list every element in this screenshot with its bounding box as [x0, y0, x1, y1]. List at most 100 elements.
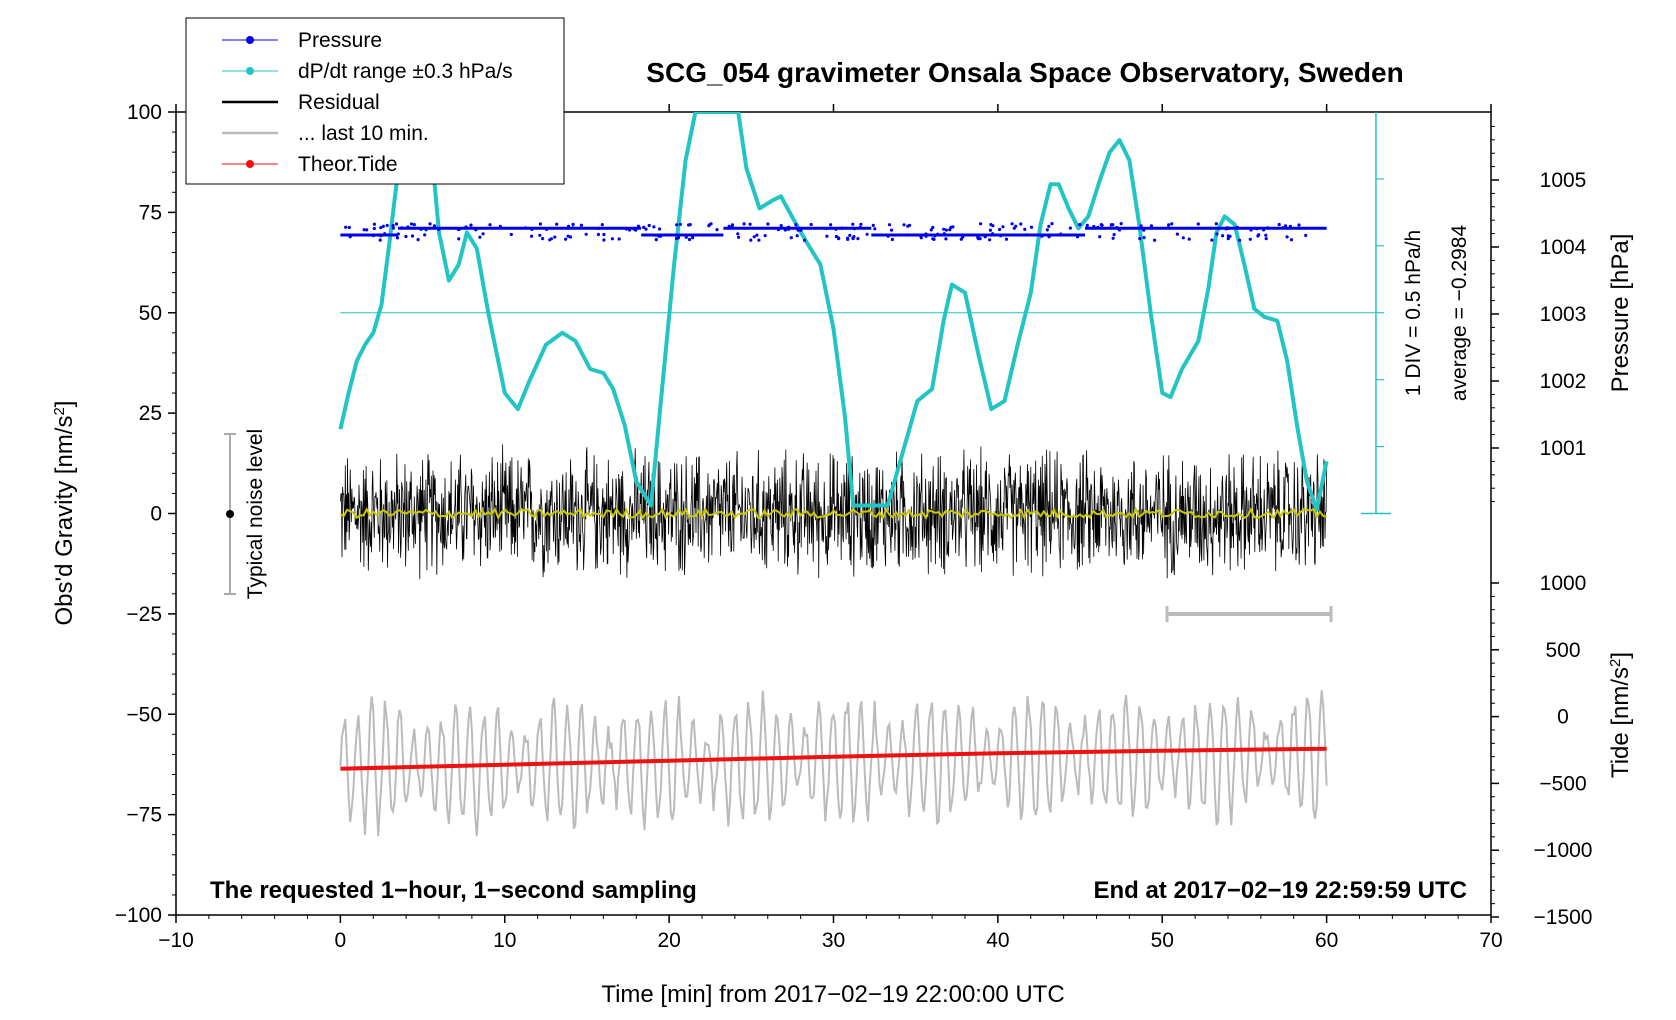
pressure-point: [457, 237, 461, 241]
pressure-point: [998, 227, 1002, 232]
pressure-point: [634, 228, 638, 232]
pressure-point: [610, 237, 615, 241]
pressure-point: [789, 236, 793, 240]
pressure-point: [1281, 226, 1285, 230]
pressure-point: [944, 228, 949, 232]
pressure-point: [856, 237, 860, 241]
dpdt-range-series: [338, 112, 1329, 512]
pressure-point: [1226, 234, 1230, 238]
legend: Pressure dP/dt range ±0.3 hPa/s Residual..…: [185, 17, 565, 185]
dpdt-average: average = −0.2984: [1448, 225, 1471, 402]
pressure-point: [579, 223, 584, 227]
x-tick-label: 0: [335, 929, 347, 952]
pressure-point: [406, 225, 410, 229]
pressure-point: [942, 232, 946, 236]
pressure-point: [566, 224, 571, 228]
pressure-point: [848, 233, 852, 237]
pressure-point: [944, 237, 948, 241]
pressure-point: [1023, 227, 1027, 231]
pressure-point: [1255, 227, 1259, 231]
x-axis: −10 0 10 20 30 40 50 60 70: [158, 104, 1503, 952]
pressure-point: [428, 222, 432, 226]
pressure-point: [1040, 234, 1044, 238]
pressure-point: [524, 226, 528, 230]
pressure-point: [1283, 224, 1288, 228]
pressure-tick-label: 1003: [1540, 303, 1587, 326]
pressure-point: [924, 234, 928, 238]
pressure-point: [394, 222, 399, 226]
pressure-point: [1138, 237, 1142, 241]
dpdt-scale-axis: [1360, 112, 1391, 515]
pressure-point: [846, 237, 850, 241]
tide-tick-label: 0: [1557, 706, 1569, 729]
y-left-tick-label: 25: [139, 402, 162, 425]
pressure-point: [887, 223, 892, 227]
pressure-point: [809, 222, 813, 227]
pressure-point: [636, 224, 641, 228]
pressure-point: [1235, 225, 1239, 229]
pressure-point: [755, 233, 759, 237]
pressure-point: [488, 223, 492, 227]
pressure-point: [886, 234, 890, 238]
pressure-point: [410, 234, 415, 238]
pressure-point: [873, 227, 877, 231]
pressure-point: [871, 223, 875, 227]
pressure-point: [796, 228, 800, 232]
y-pressure-label: Pressure [hPa]: [1607, 234, 1634, 393]
pressure-point: [379, 226, 383, 230]
y-axis-pressure: 1005 1004 1003 1002 1001: [1491, 125, 1587, 503]
tide-tick-label: −1000: [1534, 839, 1593, 862]
pressure-point: [834, 227, 838, 231]
pressure-point: [400, 226, 404, 230]
pressure-point: [1249, 228, 1253, 232]
pressure-point: [979, 222, 983, 226]
pressure-point: [391, 224, 395, 228]
pressure-point: [1112, 233, 1116, 237]
pressure-point: [989, 223, 993, 227]
pressure-point: [1196, 222, 1200, 226]
legend-swatch-marker: [246, 67, 254, 75]
pressure-point: [627, 228, 632, 232]
pressure-point: [419, 227, 423, 231]
pressure-point: [976, 237, 980, 241]
pressure-point: [469, 223, 473, 227]
pressure-point: [687, 223, 691, 227]
pressure-point: [545, 227, 549, 231]
legend-swatch-marker: [246, 36, 254, 44]
pressure-point: [1019, 222, 1023, 226]
pressure-point: [412, 223, 416, 227]
noise-level-label: Typical noise level: [244, 429, 267, 599]
pressure-point: [409, 222, 414, 226]
pressure-point: [371, 234, 375, 238]
pressure-point: [566, 234, 570, 238]
tide-tick-label: −500: [1539, 772, 1586, 795]
pressure-point: [752, 235, 756, 239]
pressure-point: [837, 236, 841, 240]
pressure-point: [385, 223, 389, 228]
pressure-point: [1181, 236, 1185, 240]
pressure-point: [668, 233, 672, 237]
pressure-tick-label: 1001: [1540, 437, 1587, 460]
pressure-point: [548, 238, 552, 242]
pressure-point: [748, 222, 752, 226]
pressure-point: [983, 235, 987, 239]
pressure-point: [596, 232, 601, 237]
x-axis-label: Time [min] from 2017−02−19 22:00:00 UTC: [601, 981, 1064, 1008]
pressure-point: [936, 232, 940, 236]
pressure-point: [1001, 225, 1005, 229]
pressure-point: [1119, 222, 1123, 226]
pressure-point: [851, 236, 855, 240]
tide-tick-label: 500: [1545, 639, 1580, 662]
x-tick-label: 10: [493, 929, 516, 952]
pressure-point: [1297, 223, 1301, 227]
pressure-point: [659, 234, 663, 238]
pressure-tick-label: 1005: [1540, 169, 1587, 192]
pressure-point: [617, 237, 621, 241]
pressure-point: [1100, 223, 1104, 227]
pressure-point: [1092, 224, 1096, 229]
pressure-point: [959, 237, 963, 241]
pressure-point: [1075, 235, 1080, 239]
pressure-point: [763, 234, 767, 238]
pressure-point: [1210, 238, 1214, 242]
pressure-point: [464, 225, 468, 229]
